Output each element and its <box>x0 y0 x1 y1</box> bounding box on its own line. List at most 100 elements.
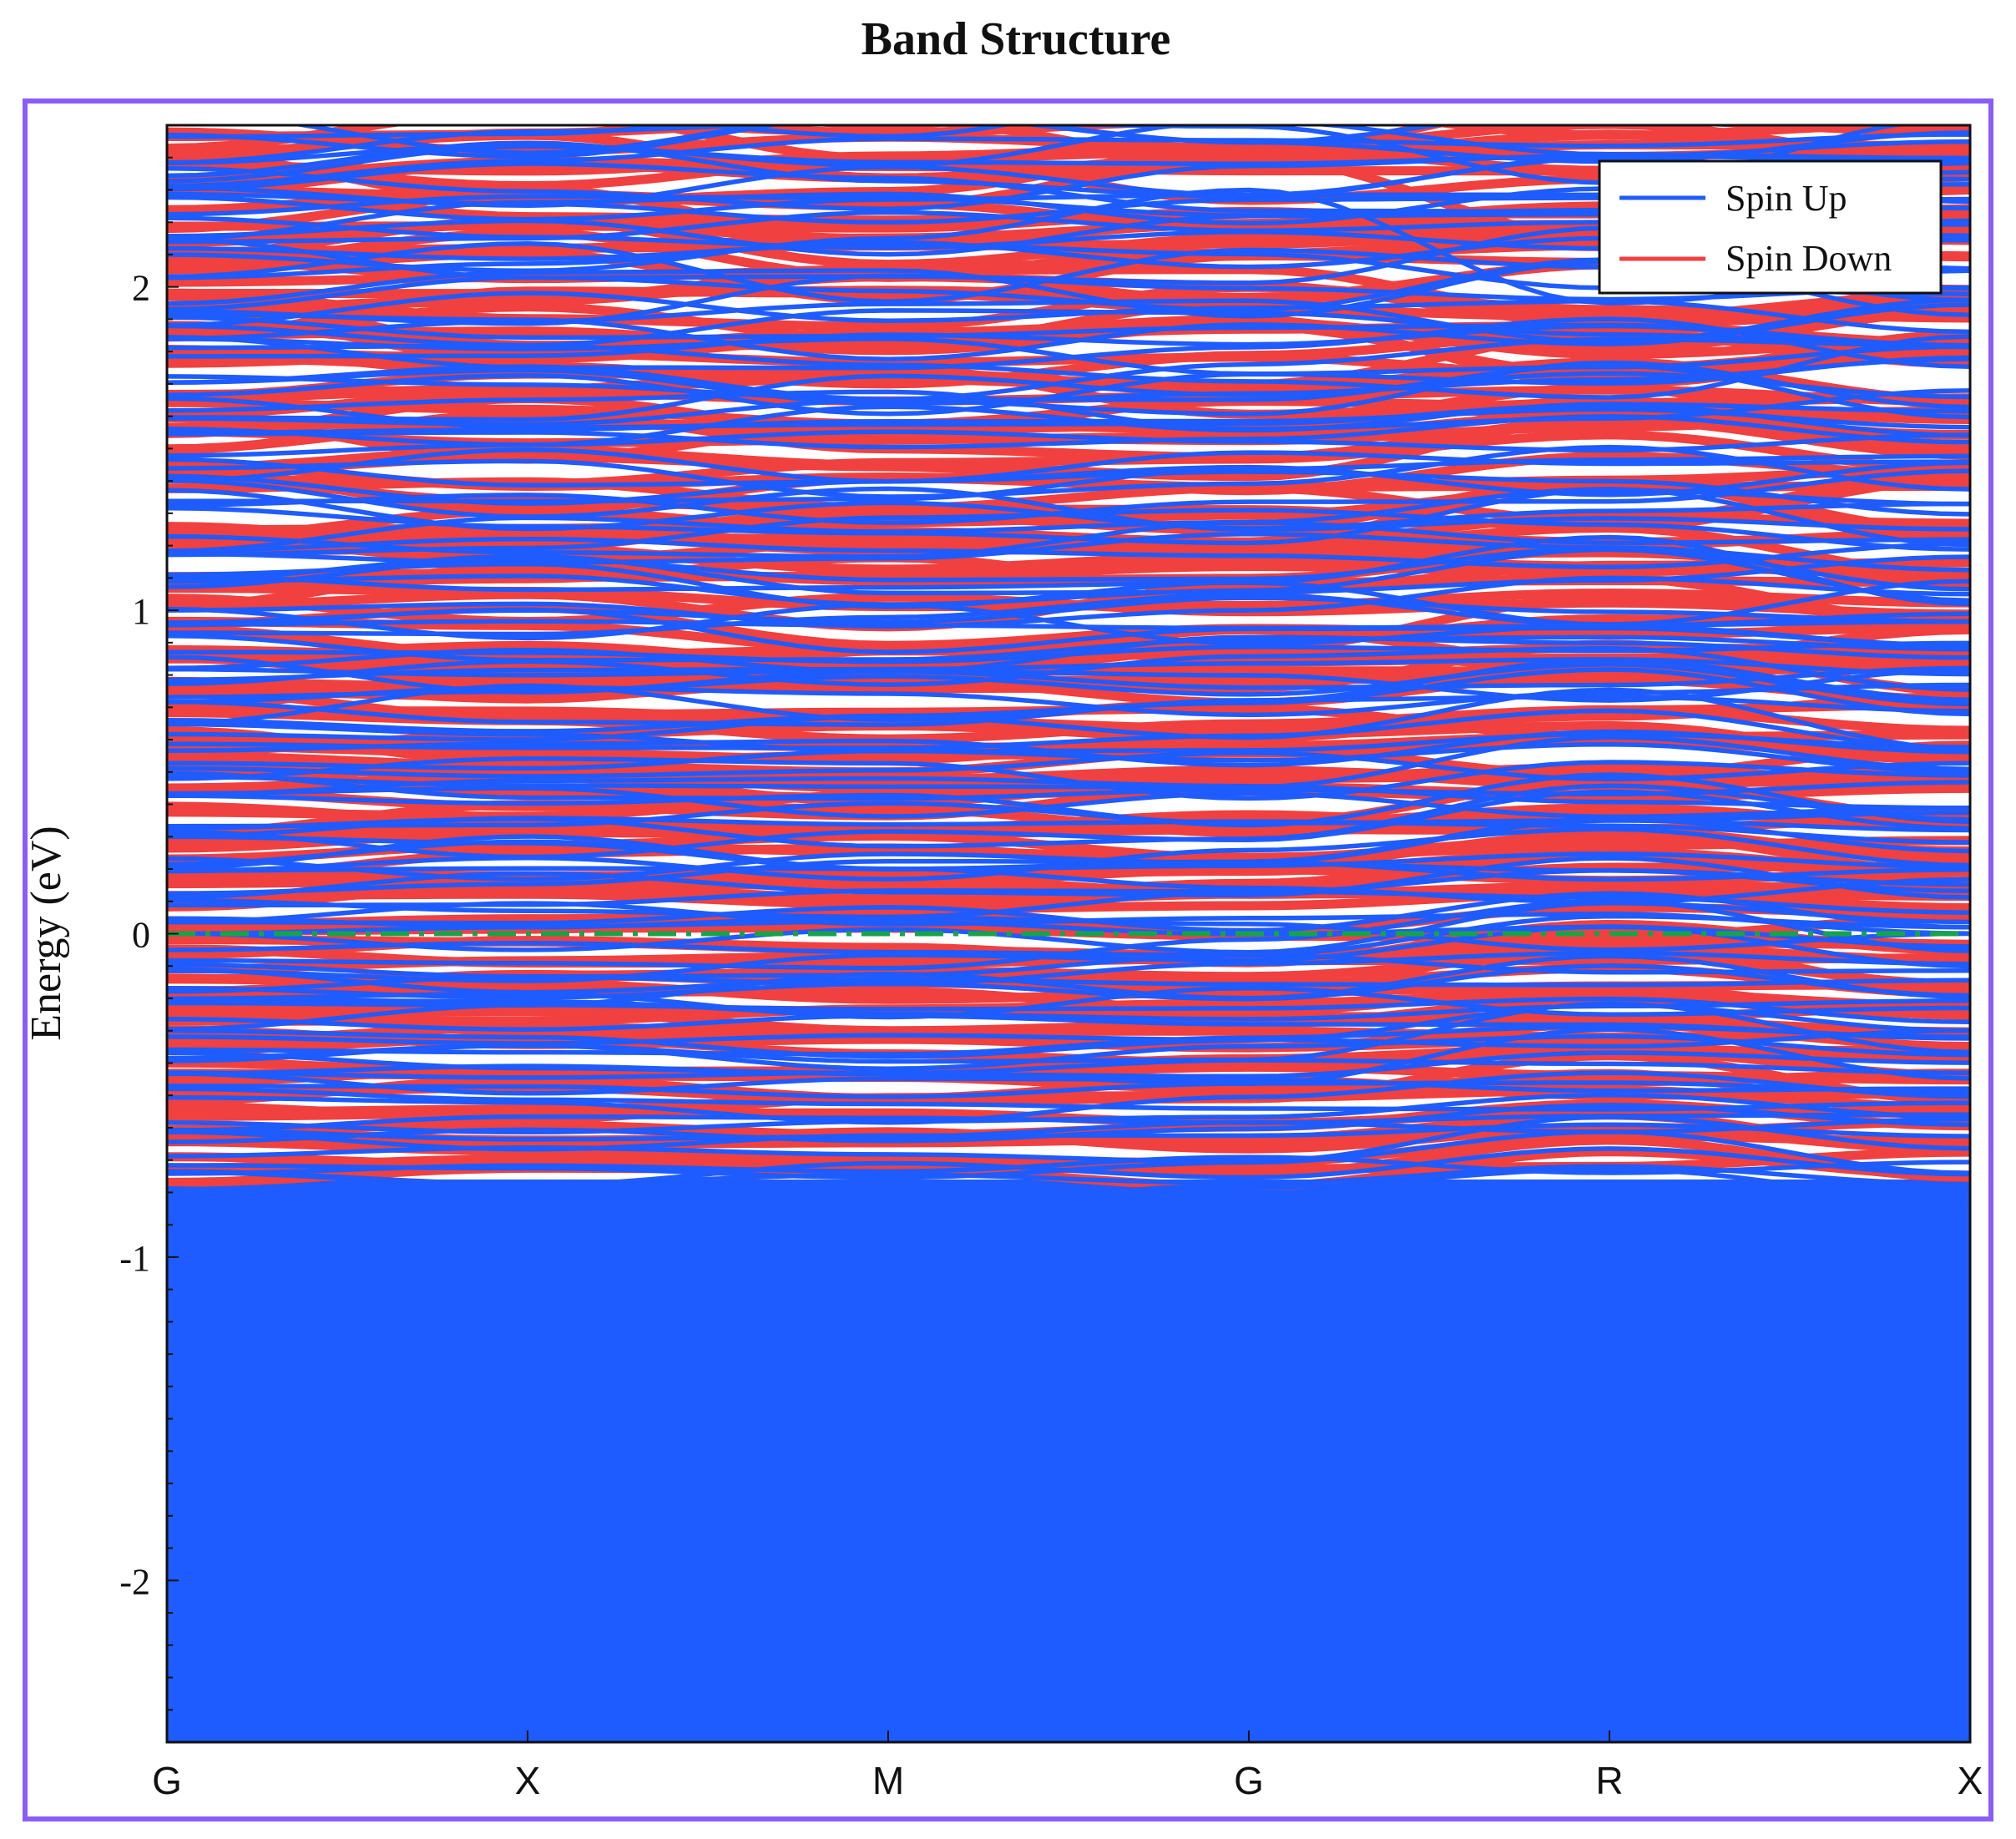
y-tick-label: 0 <box>132 915 150 956</box>
spin-up-band <box>167 633 1970 663</box>
spin-down-band <box>167 125 1452 164</box>
spin-up-band <box>167 708 1970 752</box>
spin-up-band <box>167 453 1970 504</box>
spin-up-band <box>167 1080 1970 1099</box>
spin-down-band <box>167 831 1970 864</box>
spin-up-band <box>167 741 1970 775</box>
spin-up-band <box>167 308 1970 349</box>
spin-up-band <box>167 1154 1970 1176</box>
x-tick-label: R <box>1595 1759 1623 1802</box>
spin-up-band <box>167 953 1970 1008</box>
spin-up-band <box>167 315 1970 348</box>
spin-up-band <box>167 355 1970 417</box>
spin-down-band <box>807 125 1970 130</box>
y-axis: -2 -1 0 1 2 <box>119 124 179 1743</box>
spin-up-band <box>167 407 1970 436</box>
legend-label-spin-up: Spin Up <box>1725 178 1847 219</box>
spin-up-band <box>167 592 1970 637</box>
spin-up-band <box>167 750 1970 782</box>
spin-up-band <box>167 985 1970 1020</box>
spin-up-band <box>167 371 1970 422</box>
spin-up-band <box>167 786 1970 820</box>
spin-up-band <box>167 915 1970 952</box>
y-tick-label: -2 <box>119 1561 150 1602</box>
spin-up-band <box>167 770 1970 801</box>
spin-up-band <box>167 187 1970 306</box>
legend: Spin Up Spin Down <box>1598 159 1943 295</box>
y-tick-label: -1 <box>119 1238 150 1279</box>
spin-up-band <box>167 125 1452 159</box>
spin-up-band-manifold <box>167 1179 1970 1742</box>
spin-up-band <box>167 1028 1970 1049</box>
spin-up-band <box>167 125 691 139</box>
spin-up-band <box>167 595 1970 625</box>
spin-up-band <box>167 783 1970 849</box>
spin-up-band <box>167 657 1970 683</box>
spin-up-band <box>167 488 1970 532</box>
spin-up-band <box>167 721 1970 754</box>
spin-up-band <box>167 356 1970 407</box>
chart-title: Band Structure <box>861 13 1171 65</box>
spin-up-band <box>167 666 1970 703</box>
spin-up-band <box>167 952 1970 979</box>
spin-up-band <box>167 1013 1970 1041</box>
spin-up-band <box>167 66 1970 117</box>
legend-box <box>1598 159 1943 295</box>
x-tick-label: X <box>1958 1759 1983 1802</box>
spin-up-band <box>167 336 1970 376</box>
spin-up-band <box>167 125 1970 169</box>
spin-up-band <box>167 302 1970 361</box>
spin-up-band <box>167 1183 1970 1195</box>
spin-down-band <box>167 887 1970 910</box>
spin-up-band <box>167 851 1970 887</box>
spin-down-band <box>167 265 1970 322</box>
spin-down-band <box>1424 125 1970 140</box>
spin-up-band <box>167 1116 1970 1142</box>
spin-up-band <box>167 634 1970 674</box>
bands-layer <box>167 66 1970 1742</box>
spin-up-band <box>167 1050 1970 1076</box>
spin-up-band <box>167 388 1970 432</box>
spin-up-band <box>167 858 1970 897</box>
spin-up-band <box>167 1086 1970 1112</box>
spin-up-band <box>167 132 1970 189</box>
spin-up-band <box>167 536 1970 569</box>
spin-up-band <box>167 1002 1970 1059</box>
spin-up-band <box>167 654 1970 695</box>
spin-up-band <box>167 531 1970 573</box>
x-tick-label: X <box>515 1759 541 1802</box>
spin-up-band <box>167 866 1970 905</box>
spin-up-band <box>167 573 1970 627</box>
spin-up-band <box>167 967 1970 995</box>
y-axis-label: Energy (eV) <box>23 826 70 1041</box>
spin-down-band <box>167 282 1970 331</box>
spin-up-band <box>167 901 1970 955</box>
spin-down-band <box>484 125 568 127</box>
spin-up-band <box>167 477 1970 533</box>
spin-up-band <box>167 450 1970 488</box>
spin-up-band <box>167 291 1970 335</box>
spin-up-band <box>167 1092 1970 1135</box>
x-tick-label: G <box>152 1759 182 1802</box>
spin-up-band <box>167 735 1970 790</box>
spin-up-band <box>167 1070 1970 1125</box>
spin-up-band <box>167 963 1970 1002</box>
spin-up-band <box>167 1027 1970 1087</box>
spin-up-band <box>167 396 1970 438</box>
y-tick-label: 2 <box>132 268 150 309</box>
spin-up-band <box>167 575 1970 629</box>
figure-frame <box>23 99 1993 1821</box>
spin-up-band <box>167 468 1970 525</box>
spin-up-band <box>167 402 1970 458</box>
spin-up-band <box>167 1183 1970 1208</box>
x-tick-label: M <box>872 1759 904 1802</box>
spin-up-band <box>167 818 1970 872</box>
spin-up-band <box>167 447 1970 498</box>
y-tick-label: 1 <box>132 591 150 632</box>
legend-label-spin-down: Spin Down <box>1725 238 1892 279</box>
x-tick-label: G <box>1234 1759 1264 1802</box>
spin-up-band <box>167 273 1970 326</box>
